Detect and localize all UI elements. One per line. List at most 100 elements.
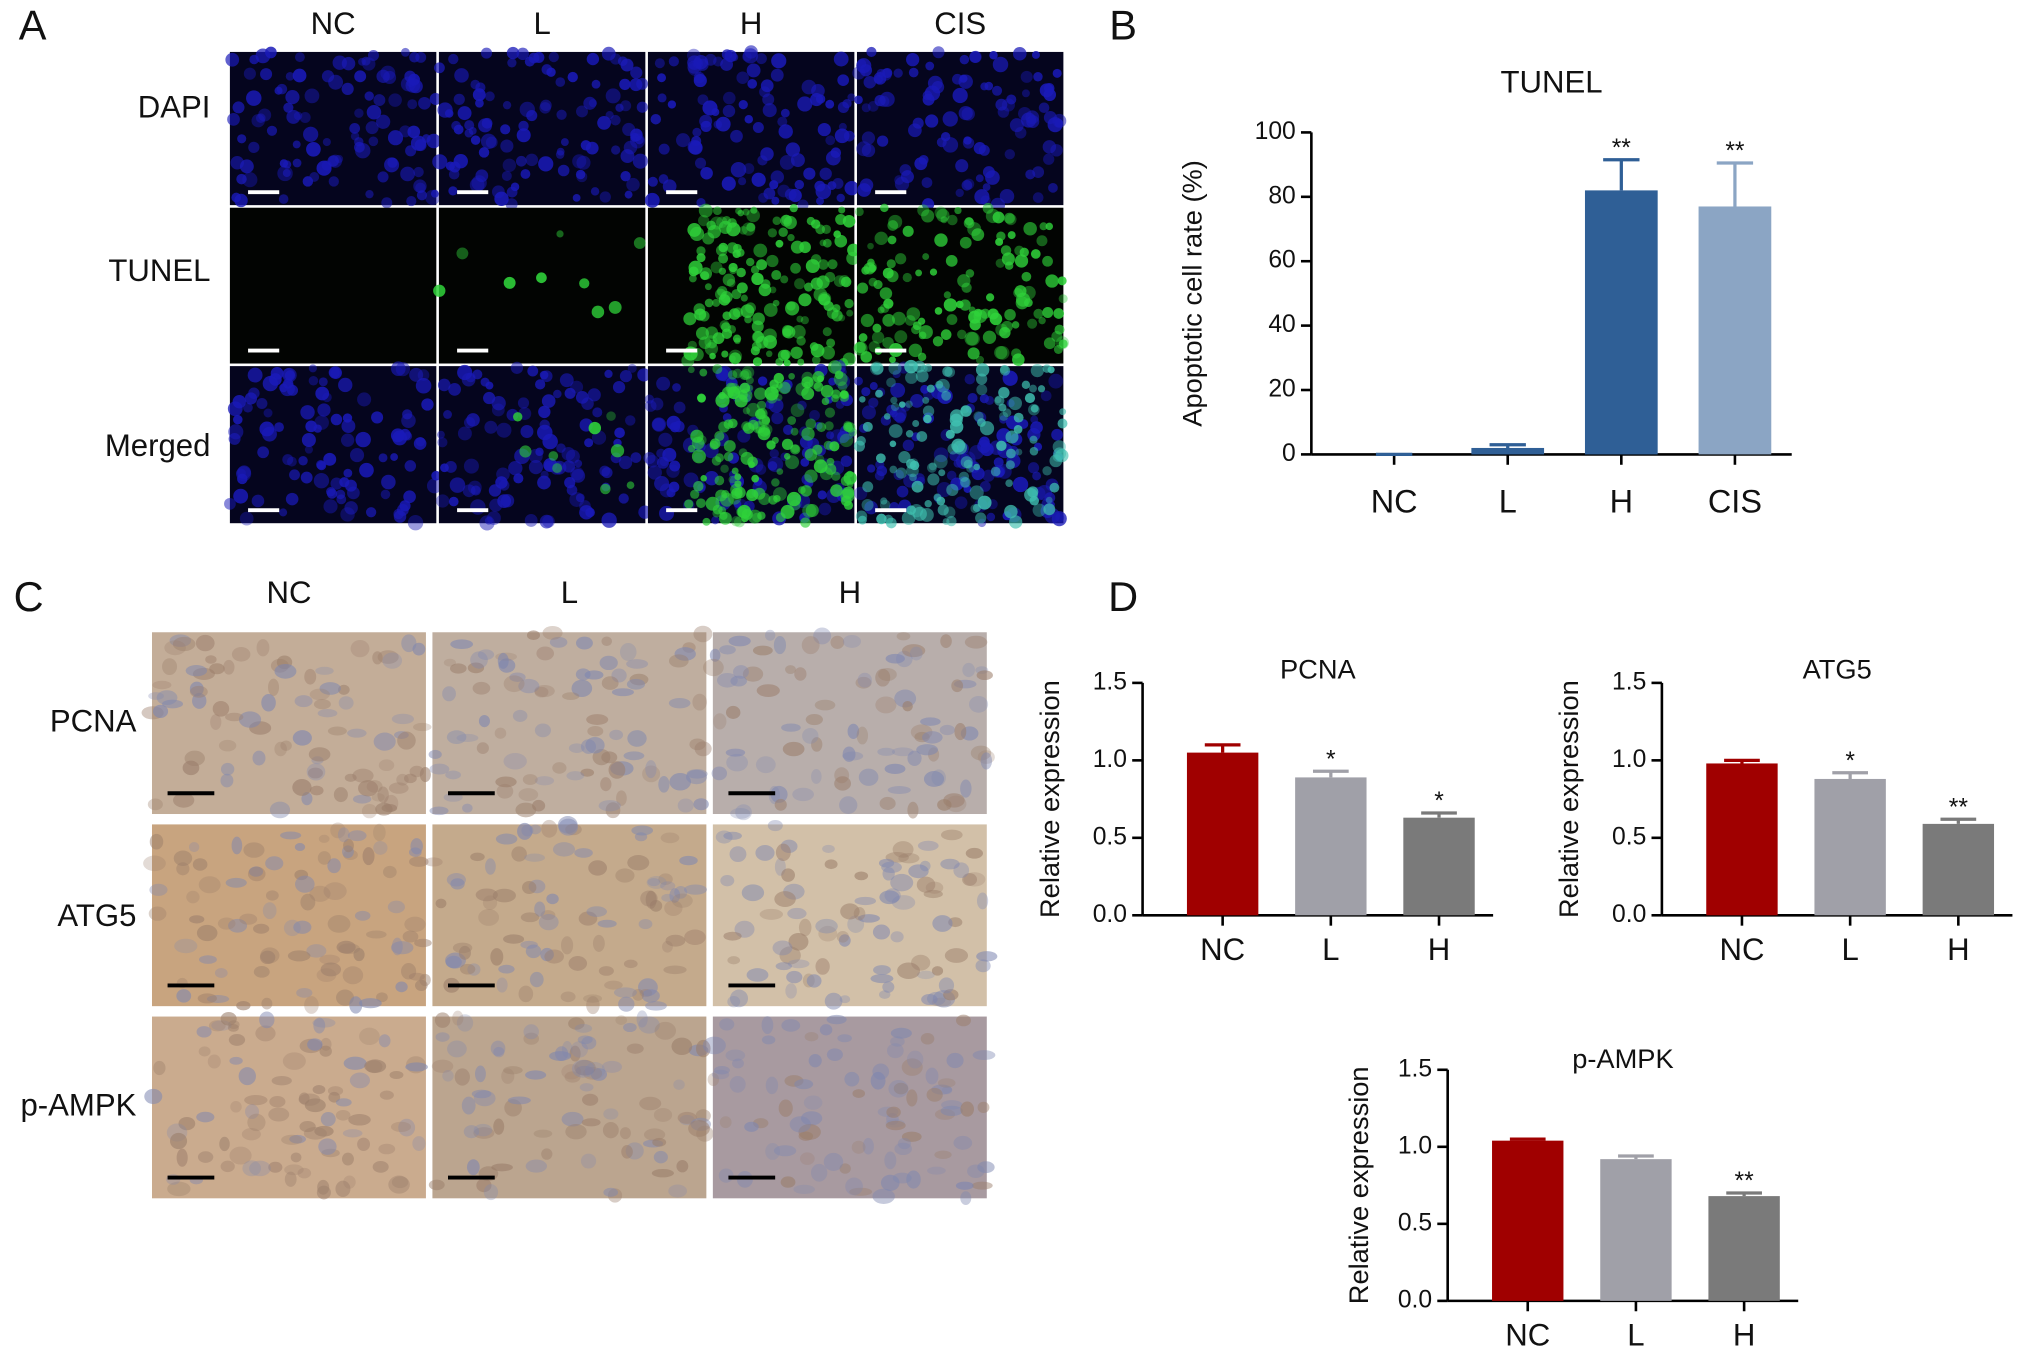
cell (953, 862, 970, 879)
cell (669, 888, 681, 903)
cell (388, 782, 409, 794)
nucleus (971, 467, 985, 481)
cell (552, 762, 567, 774)
nucleus (636, 101, 648, 113)
apoptotic-cell (975, 355, 985, 365)
cell (377, 650, 399, 664)
cell (896, 632, 911, 641)
apoptotic-cell (905, 371, 918, 384)
apoptotic-cell (834, 370, 844, 380)
cell (972, 1050, 996, 1061)
cell (295, 875, 315, 893)
cell (830, 635, 845, 649)
apoptotic-cell (964, 331, 979, 346)
cell (534, 723, 552, 738)
nucleus (811, 83, 825, 98)
cell (174, 938, 198, 954)
cell (198, 876, 221, 894)
apoptotic-cell (745, 257, 755, 267)
apoptotic-cell (880, 203, 889, 213)
cell (765, 1076, 779, 1095)
cell (839, 1163, 851, 1174)
nucleus (524, 514, 538, 527)
apoptotic-cell (786, 491, 802, 507)
cell (373, 823, 386, 842)
apoptotic-cell (994, 395, 1005, 406)
nucleus (457, 426, 472, 441)
cell (585, 736, 605, 754)
nucleus (1051, 428, 1063, 441)
nucleus (556, 443, 566, 453)
apoptotic-cell (862, 421, 873, 432)
nucleus (510, 182, 520, 192)
apoptotic-cell (741, 366, 755, 379)
y-tick-label: 1.5 (1612, 668, 1646, 695)
y-tick-label: 0.5 (1398, 1209, 1432, 1236)
apoptotic-cell (1030, 249, 1041, 259)
apoptotic-cell (908, 343, 923, 358)
cell (309, 785, 324, 796)
apoptotic-cell (824, 421, 834, 431)
nucleus (527, 365, 539, 377)
nucleus (586, 52, 600, 66)
cell (808, 1054, 822, 1068)
cell (885, 1120, 906, 1131)
nucleus (265, 46, 277, 59)
cell (210, 714, 222, 730)
cell (239, 913, 258, 925)
nucleus (316, 160, 332, 176)
apoptotic-cell (702, 517, 711, 526)
nucleus (500, 139, 514, 153)
micrograph (229, 207, 437, 364)
cell (401, 634, 417, 653)
cell (214, 968, 228, 979)
apoptotic-cell (946, 483, 959, 497)
apoptotic-cell (704, 335, 718, 349)
cell (419, 767, 431, 783)
apoptotic-cell (706, 220, 716, 231)
apoptotic-cell (828, 360, 842, 374)
nucleus (322, 392, 332, 403)
cell (398, 1118, 416, 1137)
chart-title: ATG5 (1803, 653, 1872, 684)
apoptotic-cell (979, 421, 995, 436)
nucleus (457, 106, 472, 121)
nucleus (233, 414, 243, 425)
cell (348, 1114, 371, 1126)
cell (476, 742, 489, 754)
apoptotic-cell (519, 445, 532, 458)
apoptotic-cell (818, 259, 829, 270)
micrograph (853, 202, 1069, 366)
apoptotic-cell (785, 455, 800, 470)
apoptotic-cell (898, 401, 906, 408)
nucleus (520, 169, 531, 179)
nucleus (762, 93, 775, 106)
error-bar (1940, 817, 1977, 824)
cell (646, 875, 667, 889)
cell (378, 1143, 396, 1155)
cell (953, 1135, 973, 1150)
nucleus (448, 382, 461, 396)
nucleus (906, 52, 920, 67)
cell (764, 629, 776, 641)
cell (788, 932, 809, 951)
nucleus (597, 116, 611, 130)
micrograph (703, 627, 995, 821)
cell (604, 980, 623, 990)
cell (824, 859, 838, 870)
nucleus (837, 74, 849, 86)
cell (447, 1040, 467, 1058)
cell (661, 893, 674, 902)
nucleus (1040, 390, 1052, 402)
nucleus (828, 377, 837, 386)
cell (685, 769, 708, 785)
cell (568, 956, 588, 971)
nucleus (982, 183, 991, 192)
nucleus (367, 49, 379, 61)
cell (955, 1181, 974, 1190)
apoptotic-cell (917, 317, 926, 325)
cell (312, 1085, 326, 1095)
cell (882, 867, 895, 881)
nucleus (316, 459, 326, 470)
cell (388, 1175, 410, 1194)
